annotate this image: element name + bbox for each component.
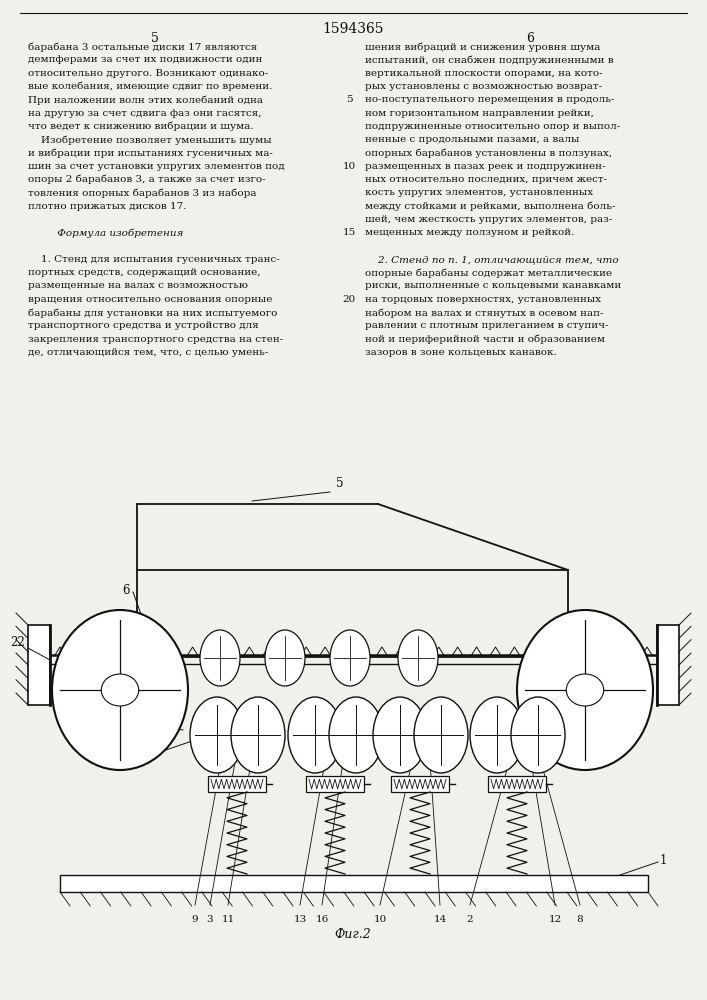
Ellipse shape (200, 630, 240, 686)
Ellipse shape (470, 697, 524, 773)
Text: зазоров в зоне кольцевых канавок.: зазоров в зоне кольцевых канавок. (365, 348, 556, 357)
Text: набором на валах и стянутых в осевом нап-: набором на валах и стянутых в осевом нап… (365, 308, 604, 318)
Text: Изобретение позволяет уменьшить шумы: Изобретение позволяет уменьшить шумы (28, 135, 271, 145)
Text: Фиг.2: Фиг.2 (334, 928, 371, 941)
Text: 1594365: 1594365 (322, 22, 384, 36)
Text: 22: 22 (10, 636, 25, 648)
Text: 5: 5 (151, 32, 159, 45)
Text: мещенных между ползуном и рейкой.: мещенных между ползуном и рейкой. (365, 228, 574, 237)
Text: 12: 12 (549, 915, 561, 924)
Polygon shape (488, 776, 546, 792)
Text: что ведет к снижению вибрации и шума.: что ведет к снижению вибрации и шума. (28, 122, 254, 131)
Text: демпферами за счет их подвижности один: демпферами за счет их подвижности один (28, 55, 262, 64)
Text: 4: 4 (151, 746, 158, 758)
Text: 3: 3 (206, 915, 214, 924)
Ellipse shape (265, 630, 305, 686)
Text: 13: 13 (293, 915, 307, 924)
Text: 20: 20 (342, 295, 356, 304)
Ellipse shape (190, 697, 244, 773)
Text: шения вибраций и снижения уровня шума: шения вибраций и снижения уровня шума (365, 42, 600, 51)
Text: опоры 2 барабанов 3, а также за счет изго-: опоры 2 барабанов 3, а также за счет изг… (28, 175, 266, 184)
Polygon shape (208, 776, 266, 792)
Text: 1: 1 (660, 854, 667, 866)
Ellipse shape (330, 630, 370, 686)
Text: относительно другого. Возникают одинако-: относительно другого. Возникают одинако- (28, 69, 268, 78)
Text: При наложении волн этих колебаний одна: При наложении волн этих колебаний одна (28, 95, 263, 105)
Polygon shape (306, 776, 364, 792)
Text: опорные барабаны содержат металлические: опорные барабаны содержат металлические (365, 268, 612, 278)
Text: 10: 10 (342, 162, 356, 171)
Polygon shape (60, 875, 648, 892)
Text: подпружиненные относительно опор и выпол-: подпружиненные относительно опор и выпол… (365, 122, 620, 131)
Text: ной и периферийной части и образованием: ной и периферийной части и образованием (365, 335, 605, 344)
Text: де, отличающийся тем, что, с целью умень-: де, отличающийся тем, что, с целью умень… (28, 348, 268, 357)
Text: 15: 15 (342, 228, 356, 237)
Text: вращения относительно основания опорные: вращения относительно основания опорные (28, 295, 272, 304)
Text: на торцовых поверхностях, установленных: на торцовых поверхностях, установленных (365, 295, 601, 304)
Ellipse shape (329, 697, 383, 773)
Text: 2: 2 (467, 915, 473, 924)
Text: транспортного средства и устройство для: транспортного средства и устройство для (28, 321, 259, 330)
Text: равлении с плотным прилеганием в ступич-: равлении с плотным прилеганием в ступич- (365, 321, 609, 330)
Ellipse shape (373, 697, 427, 773)
Text: кость упругих элементов, установленных: кость упругих элементов, установленных (365, 188, 593, 197)
Text: Формула изобретения: Формула изобретения (28, 228, 183, 238)
Text: рых установлены с возможностью возврат-: рых установлены с возможностью возврат- (365, 82, 602, 91)
Text: 8: 8 (577, 915, 583, 924)
Ellipse shape (231, 697, 285, 773)
Ellipse shape (52, 610, 188, 770)
Polygon shape (391, 776, 449, 792)
Text: 16: 16 (315, 915, 329, 924)
Text: 5: 5 (346, 95, 352, 104)
Text: закрепления транспортного средства на стен-: закрепления транспортного средства на ст… (28, 335, 284, 344)
Text: 1. Стенд для испытания гусеничных транс-: 1. Стенд для испытания гусеничных транс- (28, 255, 280, 264)
Text: 2. Стенд по п. 1, отличающийся тем, что: 2. Стенд по п. 1, отличающийся тем, что (365, 255, 619, 264)
Text: размещенных в пазах реек и подпружинен-: размещенных в пазах реек и подпружинен- (365, 162, 605, 171)
Text: испытаний, он снабжен подпружиненными в: испытаний, он снабжен подпружиненными в (365, 55, 614, 65)
Text: 11: 11 (221, 915, 235, 924)
Text: размещенные на валах с возможностью: размещенные на валах с возможностью (28, 281, 248, 290)
Polygon shape (657, 625, 679, 705)
Text: шин за счет установки упругих элементов под: шин за счет установки упругих элементов … (28, 162, 285, 171)
Ellipse shape (288, 697, 342, 773)
Ellipse shape (517, 610, 653, 770)
Text: но-поступательного перемещения в продоль-: но-поступательного перемещения в продоль… (365, 95, 614, 104)
Ellipse shape (101, 674, 139, 706)
Polygon shape (28, 625, 50, 705)
Text: 9: 9 (192, 915, 198, 924)
Text: шей, чем жесткость упругих элементов, раз-: шей, чем жесткость упругих элементов, ра… (365, 215, 612, 224)
Text: 5: 5 (337, 477, 344, 490)
Ellipse shape (398, 630, 438, 686)
Text: плотно прижатых дисков 17.: плотно прижатых дисков 17. (28, 202, 187, 211)
Text: ненные с продольными пазами, а валы: ненные с продольными пазами, а валы (365, 135, 579, 144)
Ellipse shape (511, 697, 565, 773)
Text: барабаны для установки на них испытуемого: барабаны для установки на них испытуемог… (28, 308, 277, 318)
Text: и вибрации при испытаниях гусеничных ма-: и вибрации при испытаниях гусеничных ма- (28, 148, 273, 158)
Text: барабана 3 остальные диски 17 являются: барабана 3 остальные диски 17 являются (28, 42, 257, 51)
Text: ных относительно последних, причем жест-: ных относительно последних, причем жест- (365, 175, 607, 184)
Ellipse shape (566, 674, 604, 706)
Text: 14: 14 (433, 915, 447, 924)
Text: портных средств, содержащий основание,: портных средств, содержащий основание, (28, 268, 260, 277)
Text: опорных барабанов установлены в ползунах,: опорных барабанов установлены в ползунах… (365, 148, 612, 158)
Text: ном горизонтальном направлении рейки,: ном горизонтальном направлении рейки, (365, 108, 594, 117)
Text: вертикальной плоскости опорами, на кото-: вертикальной плоскости опорами, на кото- (365, 69, 602, 78)
Ellipse shape (414, 697, 468, 773)
Text: товления опорных барабанов 3 из набора: товления опорных барабанов 3 из набора (28, 188, 257, 198)
Text: 6: 6 (526, 32, 534, 45)
Text: 10: 10 (373, 915, 387, 924)
Text: риски, выполненные с кольцевыми канавками: риски, выполненные с кольцевыми канавкам… (365, 281, 621, 290)
Text: между стойками и рейками, выполнена боль-: между стойками и рейками, выполнена боль… (365, 202, 615, 211)
Text: 7: 7 (131, 712, 138, 724)
Text: 6: 6 (122, 584, 130, 596)
Text: на другую за счет сдвига фаз они гасятся,: на другую за счет сдвига фаз они гасятся… (28, 108, 262, 117)
Text: вые колебания, имеющие сдвиг по времени.: вые колебания, имеющие сдвиг по времени. (28, 82, 272, 91)
